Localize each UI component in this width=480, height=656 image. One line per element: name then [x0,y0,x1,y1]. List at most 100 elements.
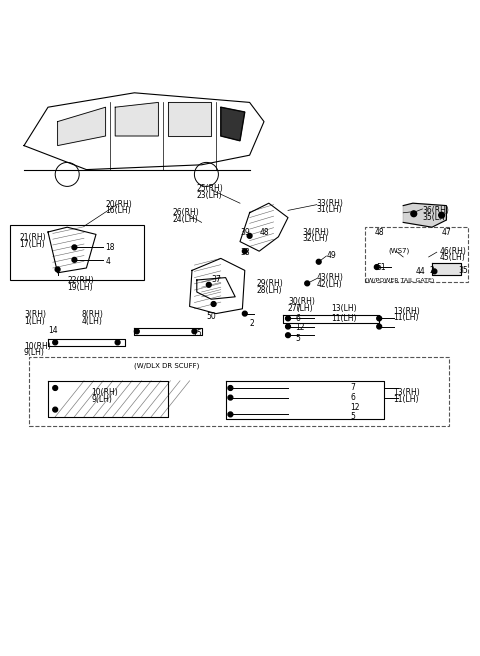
Text: 35: 35 [458,266,468,275]
Circle shape [53,407,58,412]
Text: 11(LH): 11(LH) [331,314,357,323]
Circle shape [72,245,77,250]
Text: 23(LH): 23(LH) [197,191,222,200]
Text: 6: 6 [350,393,355,402]
Polygon shape [58,107,106,146]
Text: 25(RH): 25(RH) [197,184,224,194]
Circle shape [432,269,437,274]
Polygon shape [115,102,158,136]
Text: 42(LH): 42(LH) [317,280,342,289]
Text: 12: 12 [350,403,360,412]
Circle shape [316,259,321,264]
Text: 14: 14 [48,327,58,335]
Text: 30(RH): 30(RH) [288,297,315,306]
Circle shape [286,324,290,329]
Polygon shape [168,102,211,136]
Circle shape [72,257,77,262]
Text: 47: 47 [442,228,451,237]
Text: 26(RH): 26(RH) [173,209,200,217]
Text: 43(RH): 43(RH) [317,273,344,282]
Text: 11(LH): 11(LH) [394,395,419,404]
Text: 12: 12 [295,323,305,333]
Circle shape [242,249,247,254]
Polygon shape [403,203,446,227]
Text: 46(RH): 46(RH) [439,247,466,256]
Text: 15: 15 [192,329,202,338]
Circle shape [305,281,310,286]
Text: 13(RH): 13(RH) [394,307,420,316]
Text: (WS7): (WS7) [389,248,410,255]
Circle shape [247,234,252,238]
Text: 36(RH): 36(RH) [422,206,449,215]
Circle shape [411,211,417,216]
Text: 21(RH): 21(RH) [19,234,46,242]
Circle shape [374,264,379,270]
Circle shape [53,386,58,390]
Text: 27(LH): 27(LH) [288,304,313,313]
Text: 33(RH): 33(RH) [317,199,344,208]
Text: 4(LH): 4(LH) [82,317,102,326]
Text: (W/DLX DR SCUFF): (W/DLX DR SCUFF) [134,362,200,369]
Text: 9(LH): 9(LH) [91,395,112,404]
Circle shape [228,412,233,417]
Text: 20(RH): 20(RH) [106,199,132,209]
Circle shape [228,386,233,390]
Text: 9(LH): 9(LH) [24,348,45,358]
Circle shape [286,316,290,321]
Text: 16(LH): 16(LH) [106,207,131,215]
Text: 31(LH): 31(LH) [317,205,342,215]
Text: 48: 48 [374,228,384,237]
Text: 49: 49 [326,251,336,260]
Text: 1(LH): 1(LH) [24,317,45,326]
Text: 10(RH): 10(RH) [91,388,118,398]
Text: 37: 37 [211,275,221,283]
Circle shape [377,324,382,329]
Text: 38: 38 [240,248,250,256]
Text: 34(RH): 34(RH) [302,228,329,237]
Text: 28(LH): 28(LH) [257,285,282,295]
Text: 7: 7 [350,384,355,392]
Circle shape [377,316,382,321]
Text: 35(LH): 35(LH) [422,213,448,222]
Circle shape [115,340,120,345]
Circle shape [53,340,58,345]
Text: 7: 7 [295,304,300,314]
Text: 4: 4 [106,257,110,266]
Circle shape [192,329,197,334]
Text: 18: 18 [106,243,115,252]
Text: 51: 51 [377,264,386,272]
Circle shape [242,311,247,316]
Text: 3(RH): 3(RH) [24,310,46,319]
Circle shape [134,329,139,334]
Text: 44: 44 [415,267,425,276]
Text: 24(LH): 24(LH) [173,215,198,224]
Text: 48: 48 [259,228,269,237]
Polygon shape [221,107,245,141]
Text: 5: 5 [350,413,355,421]
Circle shape [55,267,60,272]
Text: 32(LH): 32(LH) [302,234,328,243]
Circle shape [286,333,290,338]
Text: 6: 6 [295,314,300,323]
Text: 39: 39 [240,228,250,237]
Text: 11(LH): 11(LH) [394,314,419,322]
Circle shape [211,302,216,306]
Polygon shape [432,263,461,276]
Text: 29(RH): 29(RH) [257,279,284,288]
Text: 5: 5 [295,334,300,343]
Circle shape [228,395,233,400]
Text: 13(RH): 13(RH) [394,388,420,398]
Text: 45(LH): 45(LH) [439,253,465,262]
Circle shape [206,282,211,287]
Text: 2: 2 [430,266,434,275]
Circle shape [439,213,444,218]
Text: (W/POWER TAIL GATE): (W/POWER TAIL GATE) [365,278,434,283]
Text: 2: 2 [250,319,254,328]
Text: 10(RH): 10(RH) [24,342,51,351]
Text: 13(LH): 13(LH) [331,304,357,314]
Text: 19(LH): 19(LH) [67,283,93,292]
Text: 8(RH): 8(RH) [82,310,104,319]
Text: 17(LH): 17(LH) [19,240,45,249]
Text: 50: 50 [206,312,216,321]
Text: 22(RH): 22(RH) [67,276,94,285]
